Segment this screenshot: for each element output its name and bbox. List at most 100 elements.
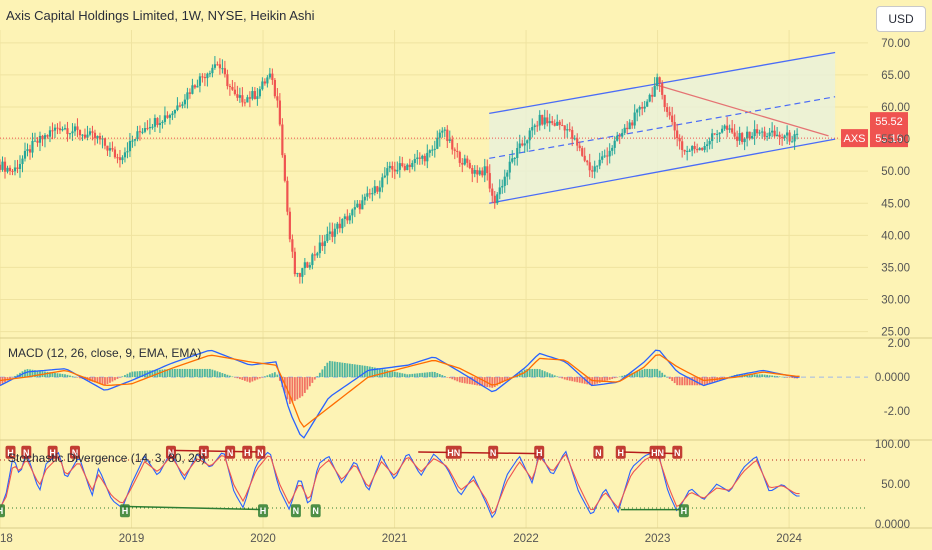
macd-histogram-bar: [303, 377, 306, 393]
candle-body: [403, 165, 406, 171]
macd-histogram-bar: [688, 377, 691, 386]
macd-histogram-bar: [323, 366, 326, 378]
candle-body: [148, 127, 152, 129]
candle-body: [51, 130, 54, 132]
candle-body: [6, 167, 9, 172]
candle-body: [546, 117, 549, 124]
macd-histogram-bar: [551, 374, 554, 378]
macd-histogram-bar: [116, 377, 119, 379]
bull-divergence-marker-label: H: [0, 506, 3, 516]
candle-body: [56, 127, 59, 129]
candle-body: [523, 143, 526, 146]
macd-histogram-bar: [141, 370, 144, 378]
candle-body: [698, 148, 701, 151]
macd-histogram-bar: [281, 377, 284, 388]
macd-histogram-bar: [661, 372, 664, 378]
macd-histogram-bar: [293, 377, 296, 401]
candle-body: [626, 127, 629, 130]
candle-body: [88, 131, 92, 135]
candle-body: [558, 121, 561, 126]
macd-histogram-bar: [411, 373, 414, 378]
macd-histogram-bar: [566, 377, 569, 381]
candle-body: [753, 129, 756, 137]
candle-body: [476, 170, 479, 175]
candle-body: [573, 138, 576, 140]
macd-histogram-bar: [124, 375, 126, 378]
candle-body: [291, 239, 294, 252]
candle-body: [266, 77, 269, 84]
macd-histogram-bar: [451, 377, 454, 380]
candle-body: [183, 99, 187, 105]
macd-histogram-bar: [418, 373, 421, 378]
symbol-badge-label: AXS: [843, 133, 865, 145]
candle-body: [708, 141, 711, 145]
bear-divergence-marker: [225, 445, 236, 459]
macd-histogram-bar: [114, 377, 116, 381]
macd-histogram-bar: [758, 374, 761, 378]
macd-histogram-bar: [498, 377, 501, 385]
macd-histogram-bar: [406, 374, 409, 378]
stoch-tick-label: 50.00: [881, 479, 910, 491]
candle-body: [726, 125, 729, 130]
candle-body: [381, 177, 384, 188]
macd-histogram-bar: [218, 372, 221, 378]
macd-histogram-bar: [448, 377, 451, 379]
candle-body: [566, 129, 569, 131]
macd-histogram-bar: [9, 377, 11, 380]
macd-histogram-bar: [306, 377, 309, 390]
candle-body: [271, 73, 274, 80]
candle-body: [323, 241, 326, 247]
macd-histogram-bar: [256, 377, 259, 380]
candle-body: [458, 152, 461, 163]
macd-histogram-bar: [16, 374, 19, 378]
candle-body: [423, 155, 426, 162]
currency-button[interactable]: USD: [876, 6, 926, 32]
candle-body: [513, 158, 516, 160]
macd-histogram-bar: [623, 375, 626, 378]
candle-body: [446, 129, 449, 141]
candle-body: [228, 86, 231, 88]
macd-histogram-bar: [119, 377, 121, 378]
candle-body: [501, 185, 504, 188]
macd-histogram-bar: [426, 372, 429, 378]
macd-histogram-bar: [109, 377, 111, 383]
last-price-badge: [870, 129, 908, 148]
bear-divergence-marker: [198, 445, 209, 459]
macd-histogram-bar: [416, 373, 419, 378]
candle-body: [258, 89, 261, 97]
candle-body: [223, 68, 226, 75]
macd-histogram-bar: [226, 374, 229, 378]
candle-body: [243, 102, 246, 104]
bear-divergence-line: [418, 451, 540, 455]
candle-body: [778, 134, 781, 138]
macd-histogram-bar: [273, 372, 276, 378]
candle-body: [288, 211, 291, 240]
candlestick-series[interactable]: [0, 56, 799, 284]
macd-histogram-bar: [233, 377, 236, 378]
candle-body: [541, 114, 544, 125]
candle-body: [496, 194, 499, 204]
stochastic-panel[interactable]: HNHNNHNHNHNNHNHHNNHHHNNH: [0, 445, 868, 519]
candle-body: [133, 139, 137, 141]
macd-histogram-bar: [308, 377, 311, 387]
macd-histogram-bar: [276, 374, 279, 378]
candle-body: [718, 132, 721, 134]
macd-histogram-bar: [318, 372, 321, 378]
macd-histogram-bar: [578, 377, 581, 383]
candle-body: [641, 107, 644, 109]
price-tick-label: 70.00: [881, 38, 910, 50]
macd-histogram-bar: [328, 360, 331, 378]
candle-body: [256, 96, 259, 100]
candle-body: [261, 81, 264, 90]
x-tick-label: 2019: [119, 533, 145, 545]
macd-histogram-bar: [738, 374, 741, 378]
macd-histogram-bar: [71, 376, 74, 378]
candle-body: [186, 92, 189, 100]
candle-body: [173, 109, 177, 114]
macd-histogram-bar: [588, 377, 591, 385]
candle-body: [236, 94, 239, 98]
candle-body: [646, 101, 649, 107]
macd-panel[interactable]: [0, 349, 868, 439]
candle-body: [61, 129, 64, 131]
axes: 70.00 65.00 60.00 55.00 50.00 45.00 40.00 35.00…: [0, 38, 910, 545]
